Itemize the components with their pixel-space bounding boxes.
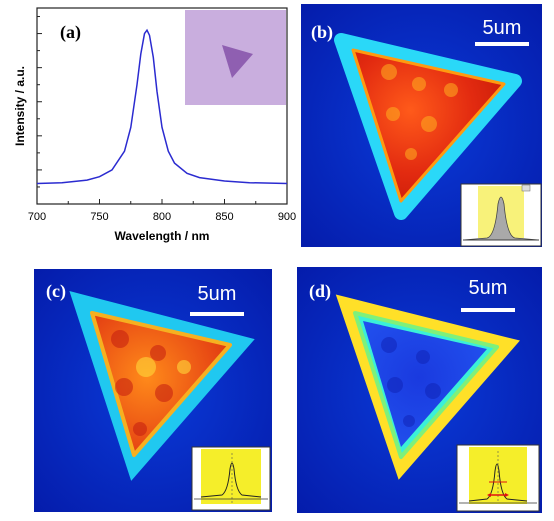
inset-flake	[222, 45, 253, 78]
histogram-inset	[456, 444, 540, 512]
flake-body	[363, 321, 487, 447]
panel-label-d: (d)	[309, 281, 331, 302]
flake-body	[90, 311, 232, 457]
panel-label-a: (a)	[60, 22, 81, 43]
scale-bar-label: 5um	[198, 283, 237, 305]
panel-label-b: (b)	[311, 22, 333, 43]
map-panel-d: 5um (d)	[297, 267, 542, 513]
x-tick-label: 800	[153, 211, 171, 223]
x-axis-label: Wavelength / nm	[115, 229, 210, 243]
x-tick-label: 700	[28, 211, 46, 223]
map-panel-c: 5um (c)	[34, 269, 272, 512]
scale-bar-label: 5um	[469, 277, 508, 299]
x-tick-label: 900	[278, 211, 296, 223]
y-axis-label: Intensity / a.u.	[13, 66, 27, 146]
histogram-inset	[191, 446, 271, 511]
panel-label-c: (c)	[46, 281, 66, 302]
spectrum-series-line	[36, 28, 288, 185]
scale-bar-label: 5um	[483, 17, 522, 39]
map-panel-b: 5um (b)	[301, 4, 542, 247]
spectrum-chart: 700 750 800 850 900 (a) Wavelength / nm Inte…	[13, 7, 296, 243]
x-tick-label: 850	[215, 211, 233, 223]
x-tick-label: 750	[90, 211, 108, 223]
histogram-inset	[460, 183, 542, 247]
